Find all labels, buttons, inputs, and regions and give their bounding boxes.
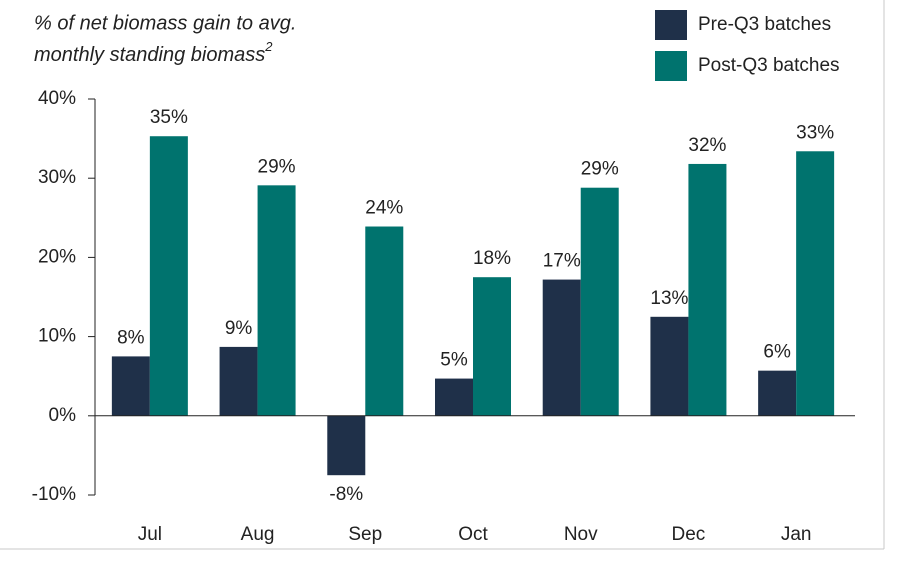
x-tick-label: Oct xyxy=(458,524,488,545)
x-tick-label: Jan xyxy=(781,524,812,545)
value-label: 18% xyxy=(473,248,511,269)
legend-label: Pre-Q3 batches xyxy=(698,14,831,35)
x-tick-label: Aug xyxy=(241,524,275,545)
value-label: 32% xyxy=(688,135,726,156)
bar xyxy=(257,185,296,416)
legend-swatch xyxy=(655,51,687,81)
y-tick-label: 30% xyxy=(38,167,76,188)
legend-swatch xyxy=(655,10,687,40)
value-label: 33% xyxy=(796,122,834,143)
value-label: 29% xyxy=(581,159,619,180)
chart-title: % of net biomass gain to avg. xyxy=(34,12,296,34)
value-label: 5% xyxy=(440,350,468,371)
bar xyxy=(435,378,473,416)
bar xyxy=(111,356,150,416)
x-tick-label: Nov xyxy=(564,524,598,545)
bar xyxy=(327,415,366,476)
y-tick-label: -10% xyxy=(32,484,76,505)
y-tick-label: 40% xyxy=(38,88,76,109)
bar xyxy=(473,277,511,416)
bar xyxy=(796,151,835,416)
value-label: 6% xyxy=(763,342,791,363)
y-tick-label: 10% xyxy=(38,326,76,347)
legend-label: Post-Q3 batches xyxy=(698,55,840,76)
x-tick-label: Jul xyxy=(138,524,162,545)
chart-title: monthly standing biomass2 xyxy=(34,39,273,66)
y-tick-label: 0% xyxy=(49,405,77,426)
value-label: 17% xyxy=(543,251,581,272)
value-label: 8% xyxy=(117,327,145,348)
footnote-marker: 2 xyxy=(264,39,273,54)
title-line: monthly standing biomass xyxy=(34,44,265,66)
value-label: -8% xyxy=(329,484,363,505)
value-label: 13% xyxy=(650,288,688,309)
bar xyxy=(219,346,258,416)
x-tick-label: Sep xyxy=(348,524,382,545)
value-label: 29% xyxy=(258,156,296,177)
x-tick-label: Dec xyxy=(672,524,706,545)
bar xyxy=(580,187,619,416)
value-label: 9% xyxy=(225,318,253,339)
bar xyxy=(542,279,581,416)
value-label: 35% xyxy=(150,107,188,128)
bar xyxy=(149,136,188,416)
bar xyxy=(758,370,797,416)
bar xyxy=(650,316,689,416)
value-label: 24% xyxy=(365,198,403,219)
bar xyxy=(688,163,727,416)
y-tick-label: 20% xyxy=(38,246,76,267)
bar xyxy=(365,226,404,416)
